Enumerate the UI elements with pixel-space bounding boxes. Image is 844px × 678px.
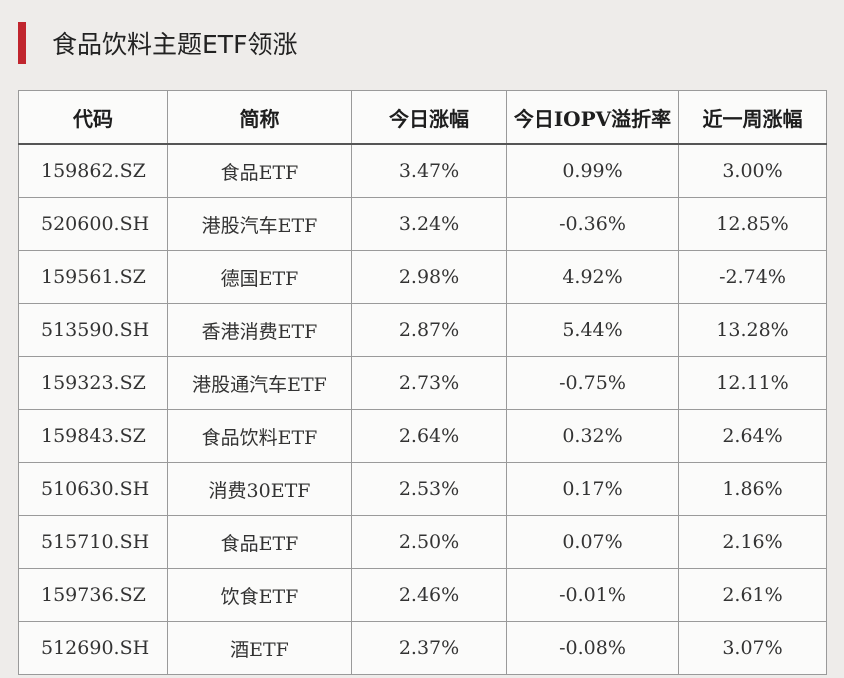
cell-name: 酒ETF bbox=[167, 621, 352, 675]
cell-week-change: 1.86% bbox=[678, 462, 827, 516]
cell-code: 159323.SZ bbox=[18, 356, 168, 410]
cell-week-change: 3.00% bbox=[678, 143, 827, 198]
table-row: 159862.SZ 食品ETF 3.47% 0.99% 3.00% bbox=[18, 143, 827, 198]
cell-today-change: 2.53% bbox=[351, 462, 507, 516]
cell-week-change: 3.07% bbox=[678, 621, 827, 675]
cell-iopv-premium: 0.32% bbox=[506, 409, 679, 463]
cell-name: 港股通汽车ETF bbox=[167, 356, 352, 410]
cell-week-change: 2.61% bbox=[678, 568, 827, 622]
cell-iopv-premium: 4.92% bbox=[506, 250, 679, 304]
cell-week-change: -2.74% bbox=[678, 250, 827, 304]
cell-name: 港股汽车ETF bbox=[167, 197, 352, 251]
cell-today-change: 2.64% bbox=[351, 409, 507, 463]
cell-iopv-premium: 0.17% bbox=[506, 462, 679, 516]
table-row: 515710.SH 食品ETF 2.50% 0.07% 2.16% bbox=[18, 515, 827, 569]
header-name: 简称 bbox=[167, 90, 352, 145]
cell-today-change: 3.24% bbox=[351, 197, 507, 251]
cell-name: 食品饮料ETF bbox=[167, 409, 352, 463]
table-header-row: 代码 简称 今日涨幅 今日IOPV溢折率 近一周涨幅 bbox=[18, 90, 827, 145]
cell-name: 消费30ETF bbox=[167, 462, 352, 516]
table-row: 512690.SH 酒ETF 2.37% -0.08% 3.07% bbox=[18, 621, 827, 675]
cell-iopv-premium: -0.01% bbox=[506, 568, 679, 622]
cell-iopv-premium: -0.75% bbox=[506, 356, 679, 410]
cell-week-change: 2.64% bbox=[678, 409, 827, 463]
cell-iopv-premium: -0.36% bbox=[506, 197, 679, 251]
title-accent-bar bbox=[18, 22, 26, 64]
cell-iopv-premium: 5.44% bbox=[506, 303, 679, 357]
cell-name: 食品ETF bbox=[167, 143, 352, 198]
table-row: 520600.SH 港股汽车ETF 3.24% -0.36% 12.85% bbox=[18, 197, 827, 251]
table-row: 159561.SZ 德国ETF 2.98% 4.92% -2.74% bbox=[18, 250, 827, 304]
cell-name: 饮食ETF bbox=[167, 568, 352, 622]
cell-code: 159862.SZ bbox=[18, 143, 168, 198]
table-row: 513590.SH 香港消费ETF 2.87% 5.44% 13.28% bbox=[18, 303, 827, 357]
cell-iopv-premium: 0.07% bbox=[506, 515, 679, 569]
table-row: 159323.SZ 港股通汽车ETF 2.73% -0.75% 12.11% bbox=[18, 356, 827, 410]
header-code: 代码 bbox=[18, 90, 168, 145]
cell-week-change: 2.16% bbox=[678, 515, 827, 569]
cell-code: 159736.SZ bbox=[18, 568, 168, 622]
cell-today-change: 2.50% bbox=[351, 515, 507, 569]
cell-today-change: 2.87% bbox=[351, 303, 507, 357]
cell-code: 159843.SZ bbox=[18, 409, 168, 463]
cell-today-change: 2.98% bbox=[351, 250, 507, 304]
header-week-change: 近一周涨幅 bbox=[678, 90, 827, 145]
table-row: 510630.SH 消费30ETF 2.53% 0.17% 1.86% bbox=[18, 462, 827, 516]
cell-code: 515710.SH bbox=[18, 515, 168, 569]
cell-iopv-premium: -0.08% bbox=[506, 621, 679, 675]
cell-code: 510630.SH bbox=[18, 462, 168, 516]
table-row: 159736.SZ 饮食ETF 2.46% -0.01% 2.61% bbox=[18, 568, 827, 622]
cell-code: 513590.SH bbox=[18, 303, 168, 357]
header-iopv-premium: 今日IOPV溢折率 bbox=[506, 90, 679, 145]
cell-code: 159561.SZ bbox=[18, 250, 168, 304]
etf-table: 代码 简称 今日涨幅 今日IOPV溢折率 近一周涨幅 159862.SZ 食品E… bbox=[18, 90, 827, 675]
header-today-change: 今日涨幅 bbox=[351, 90, 507, 145]
cell-today-change: 2.37% bbox=[351, 621, 507, 675]
cell-today-change: 2.46% bbox=[351, 568, 507, 622]
cell-iopv-premium: 0.99% bbox=[506, 143, 679, 198]
cell-week-change: 12.85% bbox=[678, 197, 827, 251]
cell-code: 512690.SH bbox=[18, 621, 168, 675]
cell-name: 香港消费ETF bbox=[167, 303, 352, 357]
cell-week-change: 13.28% bbox=[678, 303, 827, 357]
table-row: 159843.SZ 食品饮料ETF 2.64% 0.32% 2.64% bbox=[18, 409, 827, 463]
cell-today-change: 3.47% bbox=[351, 143, 507, 198]
cell-name: 食品ETF bbox=[167, 515, 352, 569]
cell-today-change: 2.73% bbox=[351, 356, 507, 410]
page-title: 食品饮料主题ETF领涨 bbox=[52, 30, 298, 59]
cell-week-change: 12.11% bbox=[678, 356, 827, 410]
cell-name: 德国ETF bbox=[167, 250, 352, 304]
cell-code: 520600.SH bbox=[18, 197, 168, 251]
title-bar: 食品饮料主题ETF领涨 bbox=[18, 22, 297, 64]
